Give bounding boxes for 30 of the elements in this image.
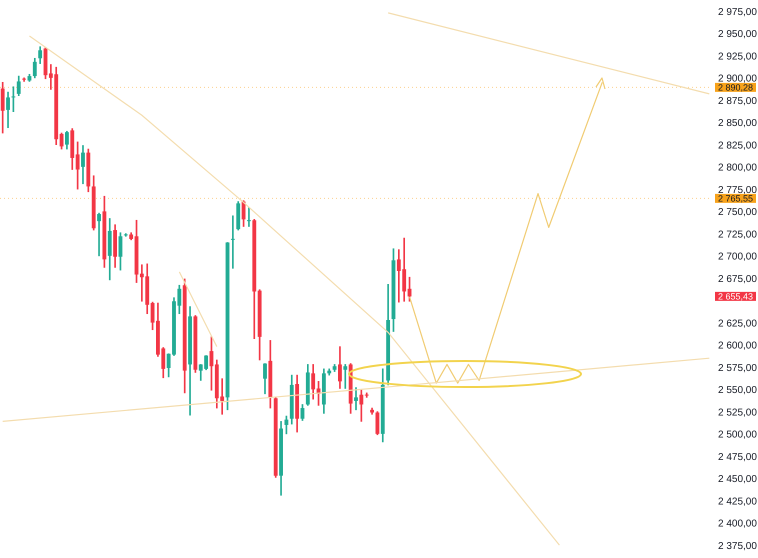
candlestick bbox=[247, 207, 251, 227]
y-tick-label: 2 425,00 bbox=[718, 496, 758, 508]
ref-line-label: 2 890,28 bbox=[718, 82, 754, 92]
y-tick-label: 2 950,00 bbox=[718, 29, 758, 40]
y-tick-label: 2 875,00 bbox=[718, 96, 758, 107]
y-tick-label: 2 925,00 bbox=[718, 51, 758, 62]
y-tick-label: 2 600,00 bbox=[718, 340, 758, 352]
y-tick-label: 2 900,00 bbox=[718, 74, 758, 84]
y-tick-label: 2 850,00 bbox=[718, 118, 758, 129]
y-tick-label: 2 575,00 bbox=[718, 362, 758, 374]
y-tick-label: 2 700,00 bbox=[718, 252, 758, 262]
y-tick-label: 2 750,00 bbox=[718, 207, 758, 218]
candlestick bbox=[97, 212, 101, 256]
candlestick bbox=[354, 387, 358, 410]
y-tick-label: 2 825,00 bbox=[718, 140, 758, 152]
y-tick-label: 2 525,00 bbox=[718, 407, 758, 418]
y-tick-label: 2 675,00 bbox=[718, 274, 758, 285]
y-tick-label: 2 500,00 bbox=[718, 430, 758, 440]
y-tick-label: 2 450,00 bbox=[718, 474, 758, 485]
y-tick-label: 2 375,00 bbox=[718, 540, 758, 552]
y-tick-label: 2 625,00 bbox=[718, 318, 758, 330]
y-tick-label: 2 400,00 bbox=[718, 518, 758, 530]
y-tick-label: 2 550,00 bbox=[718, 385, 758, 396]
ref-line-label: 2 765,55 bbox=[718, 193, 754, 204]
y-tick-label: 2 775,00 bbox=[718, 184, 758, 196]
text: 2 655,43 bbox=[718, 291, 754, 302]
y-tick-label: 2 475,00 bbox=[718, 452, 758, 463]
y-tick-label: 2 725,00 bbox=[718, 229, 758, 240]
y-tick-label: 2 800,00 bbox=[718, 162, 758, 174]
y-tick-label: 2 975,00 bbox=[718, 6, 758, 18]
